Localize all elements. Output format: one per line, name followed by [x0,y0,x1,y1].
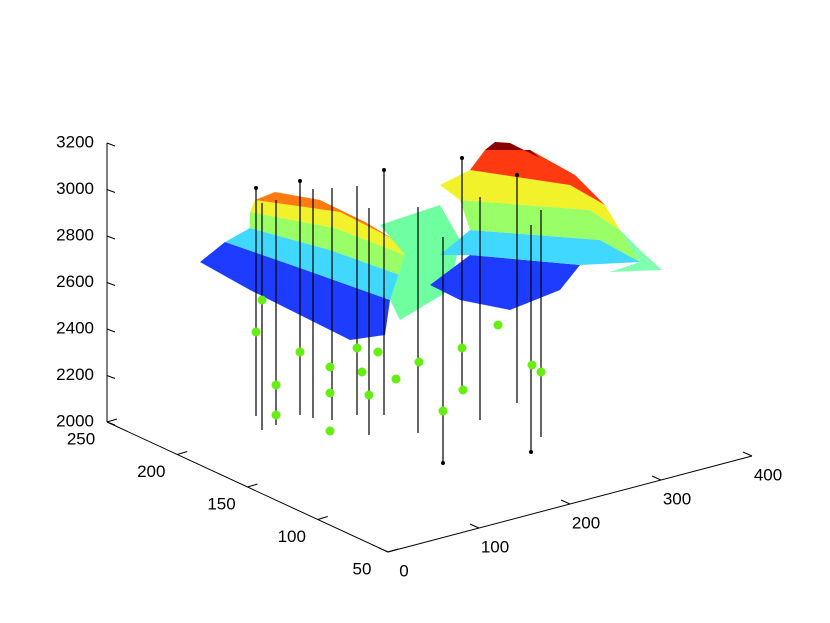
point [414,357,424,367]
point [357,367,367,377]
surface-band [460,200,640,262]
z-tick [106,421,116,426]
surface-band [610,230,662,272]
point [493,320,503,330]
z-tick-label: 2400 [56,318,94,337]
x-tick-label: 100 [481,537,509,556]
point [458,385,468,395]
surface-band [430,255,580,310]
x-tick-label: 400 [754,465,782,484]
x-tick-label: 200 [572,513,600,532]
points [251,295,546,436]
z-tick [106,189,116,193]
point [536,367,546,377]
stem-tip [298,179,302,183]
y-tick [247,483,258,488]
y-tick [387,548,399,553]
y-tick-label: 150 [207,494,235,513]
surface-band [380,205,460,320]
point [325,362,335,372]
z-tick [106,235,116,240]
y-tick [106,418,118,423]
x-tick-label: 300 [663,489,691,508]
surface-band [440,230,640,265]
point [295,347,305,357]
point [271,380,281,390]
x-tick [560,499,571,505]
z-tick-label: 2800 [56,225,94,244]
surface-band [250,200,405,255]
surface [200,142,662,340]
z-tick [106,282,116,286]
surface-band [485,142,540,158]
point [391,374,401,384]
surface-band [250,212,405,275]
z-tick-label: 2200 [56,365,94,384]
stem-tips [254,156,533,465]
x-tick [742,451,753,457]
z-tick [106,328,116,333]
x-tick [378,547,389,553]
point [325,426,335,436]
point [373,347,383,357]
x-tick [651,475,662,481]
z-tick-label: 2000 [56,411,94,430]
surface-band [200,242,390,340]
surface-band [255,192,395,240]
point [457,343,467,353]
z-tick [106,142,116,147]
point [364,390,374,400]
z-tick [106,375,116,379]
stems [255,158,542,463]
x-tick-label: 0 [399,561,408,580]
z-tick-label: 2600 [56,272,94,291]
point [251,327,261,337]
y-tick-label: 50 [353,559,372,578]
stem-tip [460,156,464,160]
point [352,343,362,353]
stem-tip [441,461,445,465]
stem-tip [382,168,386,172]
z-tick-label: 3000 [56,179,94,198]
stem-tip [515,173,519,177]
y-tick-label: 250 [67,429,95,448]
y-tick [317,516,328,520]
point [527,360,537,370]
z-tick-label: 3200 [56,132,94,151]
y-tick [177,451,188,455]
y-tick-label: 200 [137,462,165,481]
y-tick-label: 100 [278,527,306,546]
point [438,406,448,416]
x-tick [469,523,480,529]
point [257,295,267,305]
point [271,410,281,420]
point [325,388,335,398]
stem-tip [529,450,533,454]
stem-tip [254,186,258,190]
surface-band [440,170,620,230]
surface-band [470,150,605,205]
